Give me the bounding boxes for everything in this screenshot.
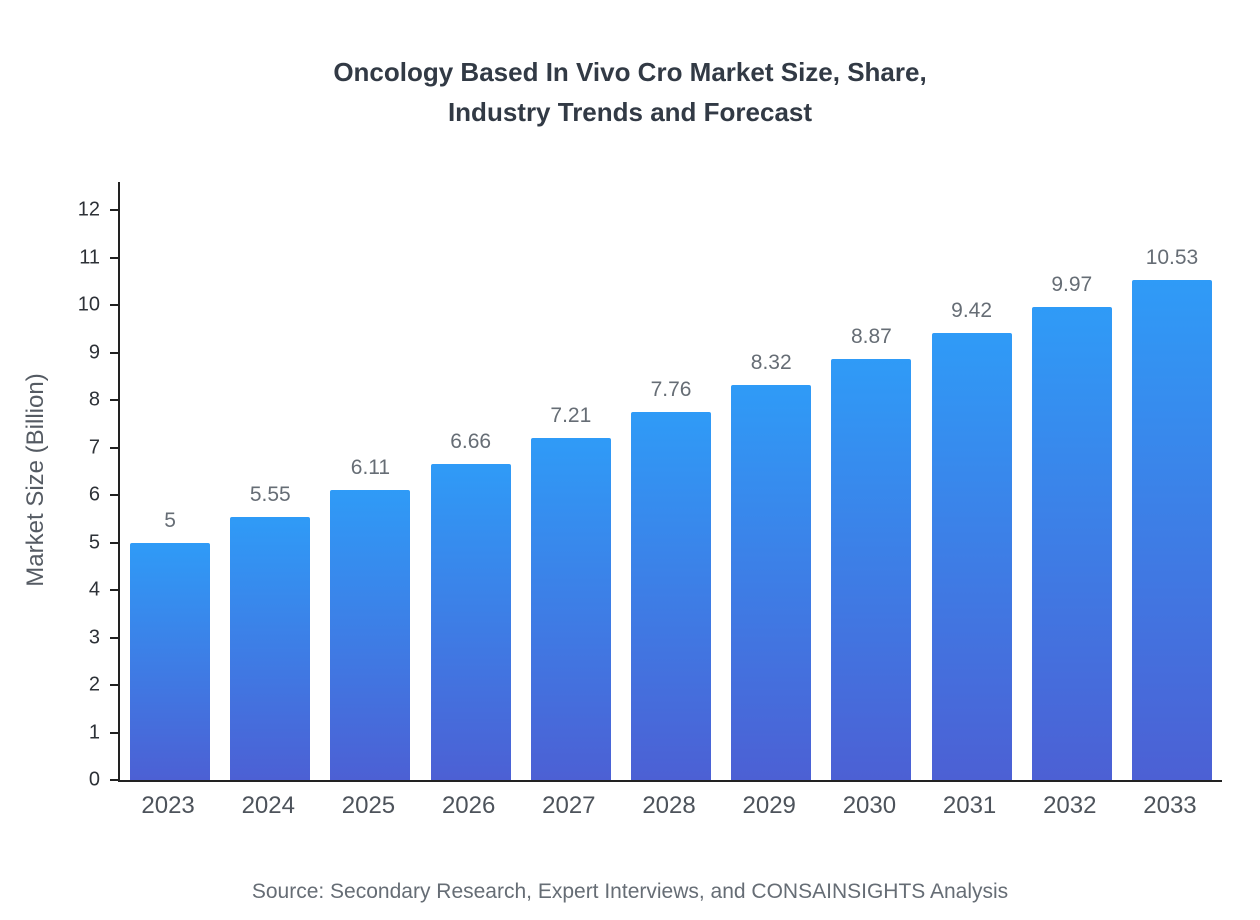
- bar-value-label: 5: [164, 508, 176, 532]
- y-tick-mark: [110, 256, 118, 259]
- y-tick-mark: [110, 731, 118, 734]
- bar-slot: 10.53: [1122, 182, 1222, 780]
- plot-area: 5 5.55 6.11 6.66 7.21 7.76 8.32 8.87 9.42 9.97 10.…: [78, 182, 1222, 791]
- bar-slot: 5: [120, 182, 220, 780]
- bar: [731, 385, 812, 780]
- x-tick-label: 2023: [141, 792, 195, 819]
- bar-value-label: 10.53: [1145, 246, 1199, 270]
- x-tick-label: 2028: [642, 792, 696, 819]
- bar-slot: 8.87: [821, 182, 921, 780]
- bar-slot: 7.76: [621, 182, 721, 780]
- bar: [430, 463, 511, 780]
- bar-slot: 7.21: [521, 182, 621, 780]
- bar: [530, 437, 611, 780]
- x-tick-label: 2031: [942, 792, 997, 819]
- x-tick-label: 2025: [341, 792, 396, 819]
- bar-value-label: 5.55: [249, 482, 291, 506]
- y-tick-mark: [110, 399, 118, 402]
- bar-value-label: 8.87: [850, 325, 892, 349]
- y-tick-mark: [110, 209, 118, 212]
- y-tick-label: 12: [77, 198, 100, 221]
- y-tick-mark: [110, 779, 118, 781]
- bar-value-label: 6.66: [450, 429, 492, 453]
- y-tick-label: 8: [88, 388, 100, 411]
- bar-value-label: 8.32: [750, 351, 792, 375]
- bar-slot: 9.97: [1022, 182, 1122, 780]
- x-tick-label: 2029: [742, 792, 796, 819]
- y-tick-mark: [110, 351, 118, 354]
- bars-row: 5 5.55 6.11 6.66 7.21 7.76 8.32 8.87 9.42 9.97 10.…: [120, 182, 1222, 780]
- bar: [230, 516, 311, 780]
- bar: [931, 332, 1012, 780]
- bar-slot: 5.55: [220, 182, 320, 780]
- bar: [631, 411, 712, 780]
- source-text: Source: Secondary Research, Expert Inter…: [251, 880, 1009, 903]
- bar-slot: 9.42: [922, 182, 1022, 780]
- bar: [330, 490, 411, 780]
- y-tick-label: 7: [88, 436, 100, 459]
- bar-value-label: 6.11: [350, 456, 391, 480]
- y-tick-label: 5: [88, 531, 100, 554]
- page-title-line-1: Oncology Based In Vivo Cro Market Size, …: [333, 57, 927, 87]
- x-tick-label: 2027: [542, 792, 596, 819]
- y-tick-label: 1: [88, 721, 100, 744]
- bar-slot: 8.32: [721, 182, 821, 780]
- y-tick-mark: [110, 589, 118, 592]
- y-tick-mark: [110, 494, 118, 497]
- bar-value-label: 9.97: [1051, 272, 1093, 296]
- bar: [1131, 280, 1212, 780]
- x-tick-label: 2024: [241, 792, 295, 819]
- bar: [831, 359, 912, 780]
- y-tick-label: 6: [88, 483, 100, 506]
- y-tick-label: 11: [79, 246, 100, 269]
- page-title: Oncology Based In Vivo Cro Market Size, …: [0, 52, 1260, 133]
- y-tick-mark: [110, 541, 118, 544]
- y-tick-label: 3: [88, 626, 100, 649]
- x-axis-labels: 2023 2024 2025 2026 2027 2028 2029 2030 2031 2032…: [118, 792, 1220, 820]
- y-tick-mark: [110, 304, 118, 307]
- x-tick-label: 2033: [1143, 792, 1197, 819]
- x-tick-label: 2032: [1043, 792, 1097, 819]
- page-title-line-2: Industry Trends and Forecast: [447, 97, 813, 128]
- bar-value-label: 9.42: [951, 298, 993, 322]
- y-axis-label: Market Size (Billion): [22, 373, 49, 587]
- y-tick-label: 4: [88, 578, 100, 601]
- bar-slot: 6.66: [421, 182, 521, 780]
- y-tick-label: 0: [88, 768, 100, 791]
- y-tick-mark: [110, 684, 118, 687]
- y-tick-mark: [110, 446, 118, 449]
- bar-slot: 6.11: [320, 182, 420, 780]
- y-tick-label: 2: [88, 673, 100, 696]
- x-tick-label: 2026: [441, 792, 496, 819]
- y-tick-label: 9: [88, 341, 100, 364]
- bar-value-label: 7.76: [650, 377, 692, 401]
- y-tick-mark: [110, 636, 118, 639]
- bar: [130, 542, 211, 780]
- y-tick-label: 10: [77, 293, 100, 316]
- bar: [1031, 306, 1112, 780]
- x-tick-label: 2030: [842, 792, 897, 819]
- bar-value-label: 7.21: [550, 403, 592, 427]
